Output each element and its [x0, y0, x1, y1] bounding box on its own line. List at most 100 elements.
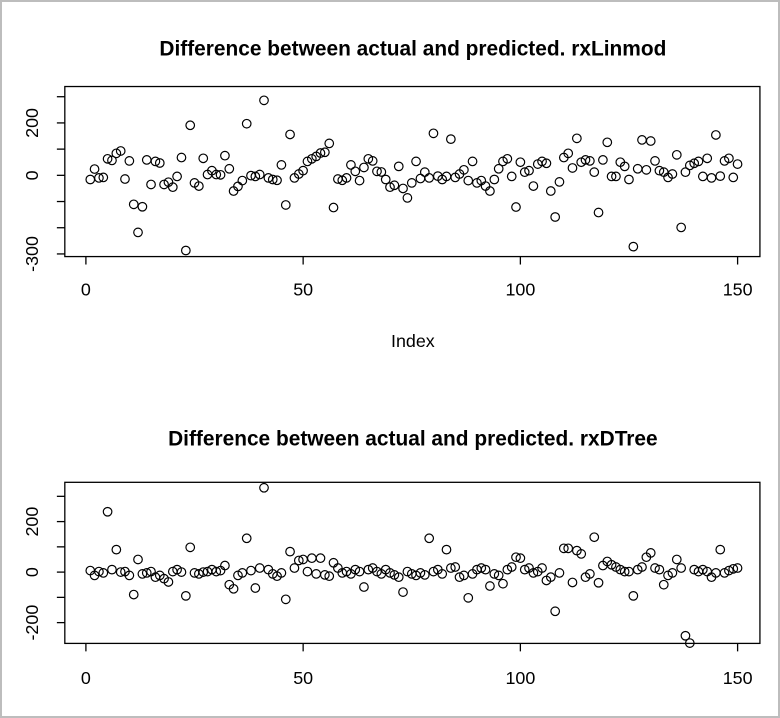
data-point [641, 164, 652, 175]
data-point [545, 572, 556, 583]
data-point [589, 167, 600, 178]
data-point [732, 563, 743, 573]
data-point [485, 186, 495, 196]
data-point [602, 137, 613, 148]
data-point [493, 570, 504, 581]
data-point [550, 212, 561, 222]
data-point [341, 173, 352, 183]
data-point [519, 167, 530, 178]
x-tick-label: 50 [293, 668, 313, 688]
y-tick-label: -300 [22, 236, 42, 272]
data-point [211, 169, 222, 180]
data-point [706, 173, 717, 183]
data-point [637, 562, 647, 572]
data-point [193, 569, 204, 579]
data-point [563, 543, 574, 554]
data-point [567, 163, 578, 173]
data-point [128, 589, 139, 600]
data-point [650, 156, 660, 166]
data-point [628, 241, 639, 252]
data-point [445, 563, 456, 573]
data-point [150, 156, 161, 167]
data-point [254, 169, 265, 180]
data-point [563, 148, 574, 159]
data-point [193, 181, 204, 191]
data-point [511, 202, 521, 212]
data-point [346, 160, 356, 170]
data-point [537, 156, 547, 167]
data-point [98, 568, 109, 578]
data-point [172, 171, 182, 182]
data-point [367, 156, 378, 166]
data-point [311, 569, 322, 579]
data-point [124, 570, 135, 581]
data-point [489, 569, 500, 579]
data-point [545, 186, 556, 196]
data-point [198, 153, 209, 164]
data-point [528, 568, 539, 578]
x-tick-label: 100 [505, 279, 535, 299]
data-point [724, 153, 734, 164]
data-point [693, 156, 704, 167]
data-point [124, 156, 135, 166]
data-point [576, 549, 587, 559]
data-point [519, 564, 530, 575]
data-point [272, 175, 282, 186]
data-point [619, 566, 630, 577]
data-point [241, 118, 252, 129]
data-point [671, 554, 682, 565]
data-point [228, 583, 239, 594]
data-point [120, 174, 130, 184]
data-point [632, 163, 643, 174]
data-point [398, 183, 408, 194]
data-point [428, 566, 439, 577]
data-point [276, 160, 287, 170]
y-tick-label: 0 [22, 567, 42, 577]
data-point [237, 175, 248, 186]
data-point [580, 155, 591, 165]
data-point [402, 193, 413, 203]
data-point [267, 174, 278, 185]
data-point [85, 174, 96, 185]
data-point [115, 146, 126, 156]
data-point [280, 594, 291, 605]
data-point [393, 572, 404, 583]
data-point [285, 129, 295, 140]
x-tick-label: 150 [723, 279, 753, 299]
data-point [585, 569, 595, 579]
data-point [624, 174, 634, 185]
data-point [428, 128, 439, 139]
data-point [684, 638, 695, 648]
data-point [498, 578, 508, 589]
data-point [250, 171, 261, 182]
data-point [107, 155, 117, 166]
data-point [424, 533, 435, 544]
data-point [98, 172, 109, 183]
data-point [558, 543, 569, 554]
data-point [111, 544, 122, 555]
x-tick-label: 100 [505, 668, 535, 688]
data-point [689, 158, 700, 169]
data-point [441, 544, 452, 555]
data-point [506, 562, 517, 572]
data-point [102, 153, 113, 164]
data-point [571, 133, 582, 144]
data-point [411, 156, 421, 167]
data-point [393, 161, 404, 172]
data-point [467, 156, 478, 167]
data-point [176, 567, 187, 577]
data-point [276, 568, 287, 578]
data-point [424, 173, 435, 183]
data-point [359, 162, 369, 173]
data-point [385, 182, 395, 193]
data-point [537, 563, 547, 573]
data-point [259, 482, 269, 493]
data-point [185, 120, 196, 131]
data-point [697, 171, 708, 182]
data-point [628, 591, 639, 601]
data-point [554, 177, 565, 187]
data-point [645, 548, 656, 558]
data-point [502, 153, 513, 164]
data-point [137, 201, 148, 212]
